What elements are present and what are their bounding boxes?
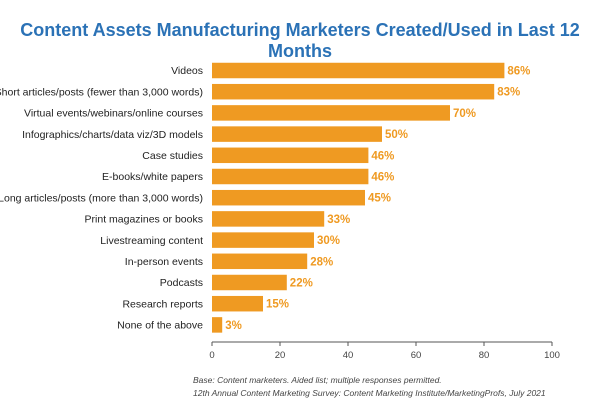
bar <box>212 211 325 227</box>
x-tick-label: 80 <box>479 350 490 361</box>
x-tick-label: 100 <box>544 350 560 361</box>
x-axis: 0 20 40 60 80 100 <box>209 341 560 361</box>
base-note: Base: Content marketers. Aided list; mul… <box>193 375 442 385</box>
bar <box>212 274 287 291</box>
bar <box>212 232 314 248</box>
category-label: In-person events <box>125 256 203 268</box>
bar <box>212 317 223 333</box>
x-tick-label: 60 <box>411 350 422 361</box>
x-tick-label: 40 <box>343 350 354 361</box>
bar <box>212 126 382 142</box>
bar <box>212 168 369 185</box>
bar <box>212 295 263 312</box>
value-label: 70% <box>453 108 476 120</box>
category-label: None of the above <box>117 320 203 332</box>
value-label: 22% <box>290 278 313 290</box>
category-label: Videos <box>171 65 203 77</box>
category-label: Livestreaming content <box>100 235 203 247</box>
bars-layer: Videos 86% Short articles/posts (fewer tha… <box>0 62 530 333</box>
category-label: E-books/white papers <box>102 171 203 183</box>
category-label: Print magazines or books <box>85 214 203 226</box>
category-label: Infographics/charts/data viz/3D models <box>22 129 203 141</box>
x-tick-label: 20 <box>275 350 286 361</box>
bar <box>212 189 365 206</box>
value-label: 46% <box>371 150 394 162</box>
value-label: 33% <box>327 214 350 226</box>
category-label: Short articles/posts (fewer than 3,000 w… <box>0 86 203 98</box>
value-label: 86% <box>507 66 530 78</box>
category-label: Case studies <box>142 150 203 162</box>
value-label: 3% <box>225 320 242 332</box>
source-note: 12th Annual Content Marketing Survey: Co… <box>193 388 546 398</box>
bar <box>212 62 505 79</box>
x-tick-label: 0 <box>209 350 214 361</box>
category-label: Research reports <box>122 298 203 310</box>
value-label: 46% <box>371 172 394 184</box>
category-label: Long articles/posts (more than 3,000 wor… <box>0 192 203 204</box>
value-label: 28% <box>310 256 333 268</box>
category-label: Podcasts <box>160 277 203 289</box>
bar <box>212 253 308 270</box>
bar <box>212 105 450 121</box>
category-label: Virtual events/webinars/online courses <box>24 108 203 120</box>
value-label: 83% <box>497 87 520 99</box>
value-label: 30% <box>317 235 340 247</box>
chart-title: Content Assets Manufacturing Marketers C… <box>20 20 580 61</box>
value-label: 50% <box>385 129 408 141</box>
value-label: 15% <box>266 299 289 311</box>
bar <box>212 83 495 100</box>
value-label: 45% <box>368 193 391 205</box>
bar <box>212 147 369 164</box>
